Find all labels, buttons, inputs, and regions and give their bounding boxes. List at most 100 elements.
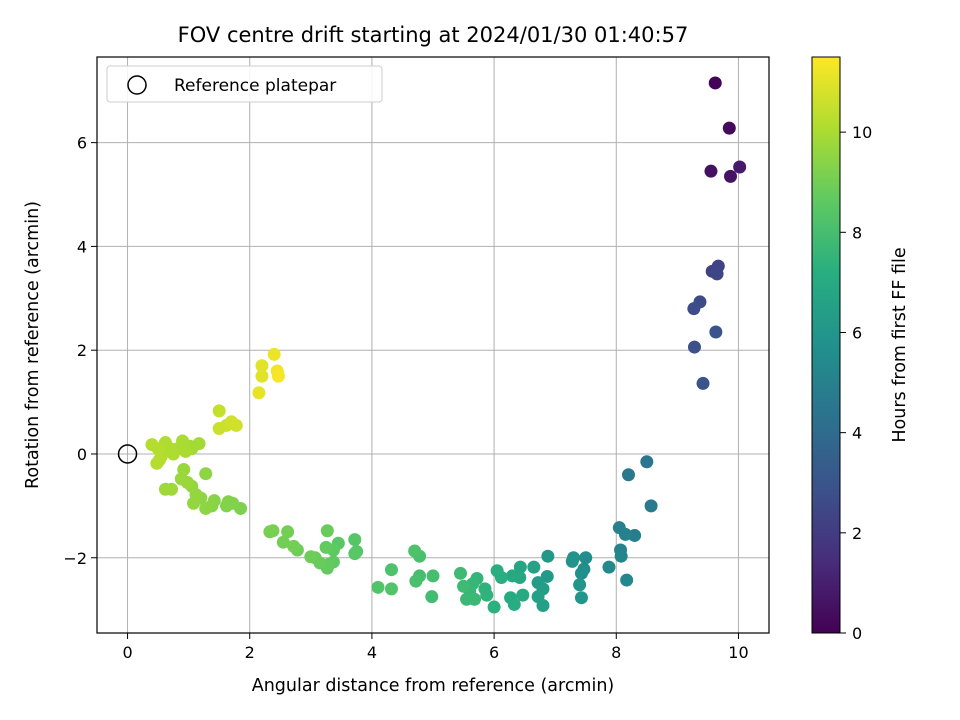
x-tick-label: 8 <box>611 643 621 662</box>
data-point <box>425 590 439 604</box>
data-point <box>480 588 494 602</box>
colorbar-tick-label: 2 <box>852 524 862 543</box>
data-point <box>457 579 471 593</box>
plot-frame <box>96 56 770 634</box>
data-point <box>602 560 616 574</box>
data-point <box>540 569 554 583</box>
y-tick-label: 4 <box>77 237 87 256</box>
data-point <box>174 472 188 486</box>
data-point <box>158 482 172 496</box>
y-axis-label: Rotation from reference (arcmin) <box>23 201 43 489</box>
colorbar-tick-label: 4 <box>852 424 862 443</box>
data-point <box>640 455 654 469</box>
data-point <box>573 578 587 592</box>
data-point <box>620 573 634 587</box>
x-tick-label: 6 <box>489 643 499 662</box>
data-point <box>516 588 530 602</box>
data-point <box>426 569 440 583</box>
data-point <box>687 340 701 354</box>
data-point <box>494 570 508 584</box>
data-point <box>384 563 398 577</box>
colorbar-label: Hours from first FF file <box>890 247 910 442</box>
colorbar-tick-label: 6 <box>852 323 862 342</box>
data-point <box>187 496 201 510</box>
grid <box>97 57 769 633</box>
data-point <box>287 539 301 553</box>
data-point <box>574 591 588 605</box>
data-point <box>281 525 295 539</box>
data-point <box>710 267 724 281</box>
data-point <box>513 560 527 574</box>
data-point <box>263 525 277 539</box>
data-point <box>371 580 385 594</box>
data-point <box>304 550 318 564</box>
data-point <box>704 164 718 178</box>
y-tick-label: 0 <box>77 445 87 464</box>
y-tick-label: −2 <box>63 549 87 568</box>
data-point <box>733 160 747 174</box>
plot-area: 0 2 4 6 8 10 −2 0 2 4 6 <box>63 56 770 662</box>
legend-marker-icon <box>127 75 147 95</box>
data-point <box>267 347 281 361</box>
y-axis-ticks: −2 0 2 4 6 <box>63 134 97 568</box>
x-tick-label: 0 <box>122 643 132 662</box>
data-point <box>621 468 635 482</box>
data-point <box>408 544 422 558</box>
data-point <box>319 540 333 554</box>
colorbar-gradient <box>811 56 841 634</box>
colorbar-tick-label: 8 <box>852 223 862 242</box>
data-point <box>255 369 269 383</box>
data-point <box>579 551 593 565</box>
data-point <box>145 438 159 452</box>
data-point <box>220 499 234 513</box>
x-axis-ticks: 0 2 4 6 8 10 <box>122 633 749 662</box>
data-point <box>709 325 723 339</box>
data-point <box>527 560 541 574</box>
data-point <box>507 597 521 611</box>
data-point <box>199 467 213 481</box>
data-point <box>541 549 555 563</box>
data-points <box>145 76 747 614</box>
data-point <box>487 600 501 614</box>
data-point <box>574 566 588 580</box>
colorbar: 0 2 4 6 8 10 Hours from first FF file <box>811 56 910 643</box>
x-tick-label: 4 <box>367 643 377 662</box>
data-point <box>453 566 467 580</box>
data-point <box>150 456 164 470</box>
data-point <box>229 418 243 432</box>
colorbar-ticks: 0 2 4 6 8 10 <box>840 123 872 643</box>
data-point <box>468 592 482 606</box>
data-point <box>618 527 632 541</box>
data-point <box>255 359 269 373</box>
chart-title: FOV centre drift starting at 2024/01/30 … <box>178 23 689 47</box>
data-point <box>252 386 266 400</box>
data-point <box>696 376 710 390</box>
data-point <box>276 535 290 549</box>
data-point <box>320 524 334 538</box>
x-axis-label: Angular distance from reference (arcmin) <box>252 676 615 696</box>
data-point <box>722 121 736 135</box>
data-point <box>348 547 362 561</box>
data-point <box>409 574 423 588</box>
data-point <box>724 169 738 183</box>
data-point <box>708 76 722 90</box>
y-tick-label: 6 <box>77 134 87 153</box>
x-tick-label: 2 <box>245 643 255 662</box>
colorbar-tick-label: 10 <box>852 123 872 142</box>
legend-entry-reference: Reference platepar <box>174 76 336 96</box>
data-point <box>644 499 658 513</box>
data-point <box>212 404 226 418</box>
data-point <box>271 369 285 383</box>
data-point <box>565 554 579 568</box>
colorbar-tick-label: 0 <box>852 624 862 643</box>
data-point <box>614 549 628 563</box>
data-point <box>199 501 213 515</box>
data-point <box>687 302 701 316</box>
data-point <box>348 533 362 547</box>
data-point <box>384 582 398 596</box>
x-tick-label: 10 <box>728 643 748 662</box>
data-point <box>505 569 519 583</box>
data-point <box>536 598 550 612</box>
y-tick-label: 2 <box>77 341 87 360</box>
